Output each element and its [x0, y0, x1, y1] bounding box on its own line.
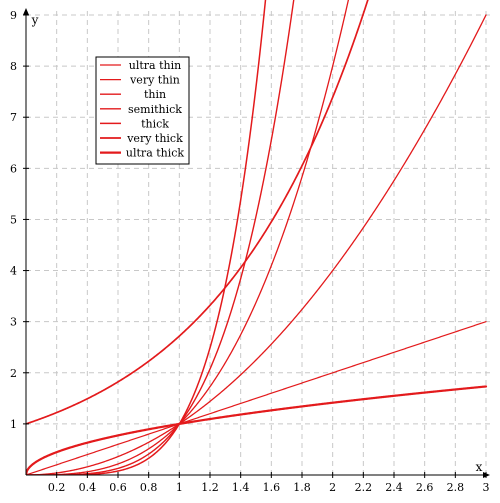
- legend-label: ultra thick: [126, 147, 185, 160]
- y-tick-label: 5: [10, 213, 17, 226]
- y-tick-label: 3: [10, 316, 17, 329]
- legend-label: very thin: [129, 74, 180, 87]
- x-tick-label: 3: [483, 481, 490, 494]
- series-line-ultra-thick: [26, 385, 488, 475]
- legend-box: [95, 56, 190, 165]
- x-tick-label: 1.8: [293, 481, 311, 494]
- y-axis-title: y: [31, 13, 39, 27]
- x-axis-title: x: [476, 460, 483, 474]
- y-tick-label: 9: [10, 9, 17, 22]
- axes: x y: [23, 8, 490, 478]
- series-line-ultra-thin: [26, 321, 487, 475]
- x-tick-label: 2: [329, 481, 336, 494]
- x-tick-label: 0.2: [48, 481, 66, 494]
- legend-label: thin: [144, 88, 166, 101]
- y-tick-label: 2: [10, 367, 17, 380]
- x-tick-label: 1: [176, 481, 183, 494]
- legend-label: very thick: [126, 132, 183, 145]
- legend-label: semithick: [128, 103, 182, 116]
- legend-label: ultra thin: [129, 59, 181, 72]
- y-tick-label: 1: [10, 418, 17, 431]
- y-tick-label: 8: [10, 60, 17, 73]
- x-tick-label: 2.4: [385, 481, 403, 494]
- x-tick-label: 2.8: [447, 481, 465, 494]
- series-line-thin: [26, 0, 350, 475]
- x-tick-label: 1.4: [232, 481, 250, 494]
- legend-label: thick: [141, 117, 169, 130]
- x-tick-label: 0.8: [140, 481, 158, 494]
- series-line-very-thin: [26, 14, 487, 475]
- x-tick-label: 2.6: [416, 481, 434, 494]
- x-tick-label: 2.2: [355, 481, 373, 494]
- series-lines: [26, 0, 488, 475]
- y-axis-arrow-icon: [23, 8, 29, 15]
- y-tick-label: 4: [10, 265, 17, 278]
- series-line-very-thick: [26, 0, 369, 425]
- y-tick-label: 6: [10, 162, 17, 175]
- y-tick-label: 7: [10, 111, 17, 124]
- x-tick-label: 1.6: [263, 481, 281, 494]
- x-tick-label: 1.2: [201, 481, 219, 494]
- x-tick-label: 0.4: [79, 481, 97, 494]
- x-tick-label: 0.6: [109, 481, 127, 494]
- axis-ticks: 0.2 0.4 0.6 0.8 1 1.2 1.4 1.6 1.8 2 2.2 2.4 2.6 2.8 3 1…: [10, 9, 490, 494]
